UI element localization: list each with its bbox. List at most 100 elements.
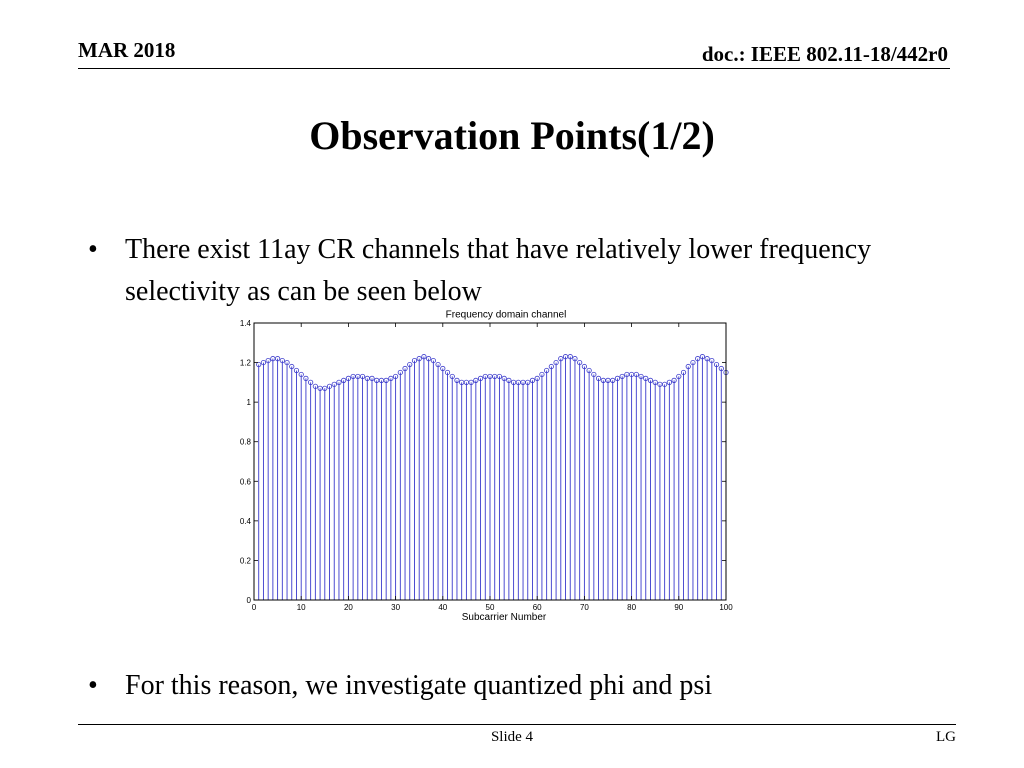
stem-marker	[544, 367, 550, 374]
y-tick-label: 0.2	[240, 556, 252, 565]
stem-marker	[260, 359, 267, 366]
stem-marker	[704, 356, 710, 362]
stem-marker	[581, 363, 587, 370]
stem-marker	[685, 363, 691, 370]
slide-number: Slide 4	[490, 729, 534, 745]
bullet-dot-icon: •	[88, 670, 98, 701]
stem-marker	[303, 375, 309, 382]
stem-marker	[567, 354, 573, 360]
stem-marker	[430, 357, 436, 364]
stem-marker	[402, 365, 408, 372]
slide-title: Observation Points(1/2)	[309, 113, 715, 158]
chart-title: Frequency domain channel	[446, 310, 567, 321]
stem-marker	[341, 377, 347, 383]
x-tick-label: 90	[674, 603, 683, 612]
stem-marker	[619, 373, 625, 380]
stem-marker	[718, 365, 724, 372]
stem-marker	[416, 356, 422, 362]
x-tick-label: 50	[486, 603, 495, 612]
stem-marker	[426, 356, 432, 362]
stem-marker	[572, 356, 578, 362]
bullet-item: • There exist 11ay CR channels that have…	[88, 229, 908, 319]
y-tick-label: 0.6	[240, 477, 252, 486]
y-tick-label: 1.4	[240, 319, 252, 328]
stem-marker	[308, 379, 314, 385]
stem-marker	[331, 381, 337, 387]
stem-marker	[525, 379, 531, 385]
stem-marker	[680, 369, 687, 376]
stem-marker	[496, 373, 503, 380]
stem-marker	[652, 379, 658, 385]
stem-marker	[369, 375, 375, 382]
stem-marker	[643, 375, 649, 382]
x-tick-label: 0	[252, 603, 257, 612]
stem-marker	[449, 373, 455, 380]
stem-marker	[671, 377, 677, 383]
stem-marker	[699, 354, 705, 360]
stem-marker	[265, 357, 271, 364]
stem-marker	[558, 356, 564, 362]
footer-organization: LG	[936, 729, 956, 745]
y-tick-label: 1	[247, 398, 252, 407]
y-tick-label: 0.4	[240, 517, 252, 526]
stem-marker	[274, 356, 281, 362]
stem-marker	[553, 359, 559, 366]
x-tick-label: 10	[297, 603, 306, 612]
stem-marker	[695, 356, 701, 362]
stem-marker	[407, 361, 413, 368]
stem-marker	[633, 371, 639, 378]
stem-marker	[529, 377, 536, 383]
stem-marker	[312, 383, 318, 389]
stem-marker	[284, 359, 290, 366]
stem-marker	[614, 375, 621, 382]
stem-marker	[548, 363, 554, 370]
x-tick-label: 30	[391, 603, 400, 612]
y-tick-label: 0	[247, 596, 252, 605]
x-tick-label: 60	[533, 603, 542, 612]
header-doc-id: doc.: IEEE 802.11-18/442r0	[701, 42, 948, 66]
stem-marker	[454, 377, 460, 383]
header-divider	[78, 68, 950, 69]
stem-marker	[676, 373, 682, 380]
stem-marker	[322, 385, 328, 391]
stem-marker	[326, 383, 333, 389]
stem-marker	[289, 363, 295, 370]
stem-marker	[468, 379, 474, 385]
x-tick-label: 70	[580, 603, 589, 612]
stem-marker	[662, 381, 668, 387]
stem-marker	[393, 373, 399, 380]
stem-marker	[539, 371, 545, 378]
y-tick-label: 0.8	[240, 438, 252, 447]
header-date: MAR 2018	[78, 38, 176, 62]
stem-marker	[421, 354, 427, 360]
stem-marker	[638, 373, 644, 380]
stem-marker	[383, 377, 389, 383]
chart-axes: 0 10 20 30 40 50 60 70 80 90 100 0 0.2 0.4 0.6 0.8 1 1.2 1…	[240, 319, 733, 612]
stem-marker	[506, 377, 512, 383]
x-tick-label: 80	[627, 603, 636, 612]
stem-marker	[647, 377, 654, 383]
chart-stems	[256, 354, 729, 600]
stem-marker	[336, 379, 342, 385]
stem-marker	[473, 377, 479, 383]
x-axis-label: Subcarrier Number	[462, 612, 547, 623]
x-tick-label: 100	[719, 603, 733, 612]
stem-marker	[397, 369, 403, 376]
stem-marker	[345, 375, 352, 382]
stem-marker	[709, 357, 715, 364]
stem-marker	[359, 373, 366, 380]
stem-marker	[666, 379, 672, 385]
x-tick-label: 40	[438, 603, 447, 612]
stem-marker	[435, 361, 441, 368]
footer-divider	[78, 724, 956, 725]
bullet-item: • For this reason, we investigate quanti…	[88, 665, 908, 709]
stem-marker	[595, 375, 602, 382]
stem-marker	[444, 369, 451, 376]
bullet-dot-icon: •	[88, 234, 98, 265]
stem-marker	[440, 365, 446, 372]
stem-marker	[690, 359, 696, 366]
stem-marker	[586, 367, 592, 374]
stem-marker	[501, 375, 507, 382]
bullet-text: There exist 11ay CR channels that have r…	[125, 234, 872, 307]
frequency-domain-chart: Frequency domain channel 0 10 20 30 40 50 60 70…	[226, 306, 736, 626]
